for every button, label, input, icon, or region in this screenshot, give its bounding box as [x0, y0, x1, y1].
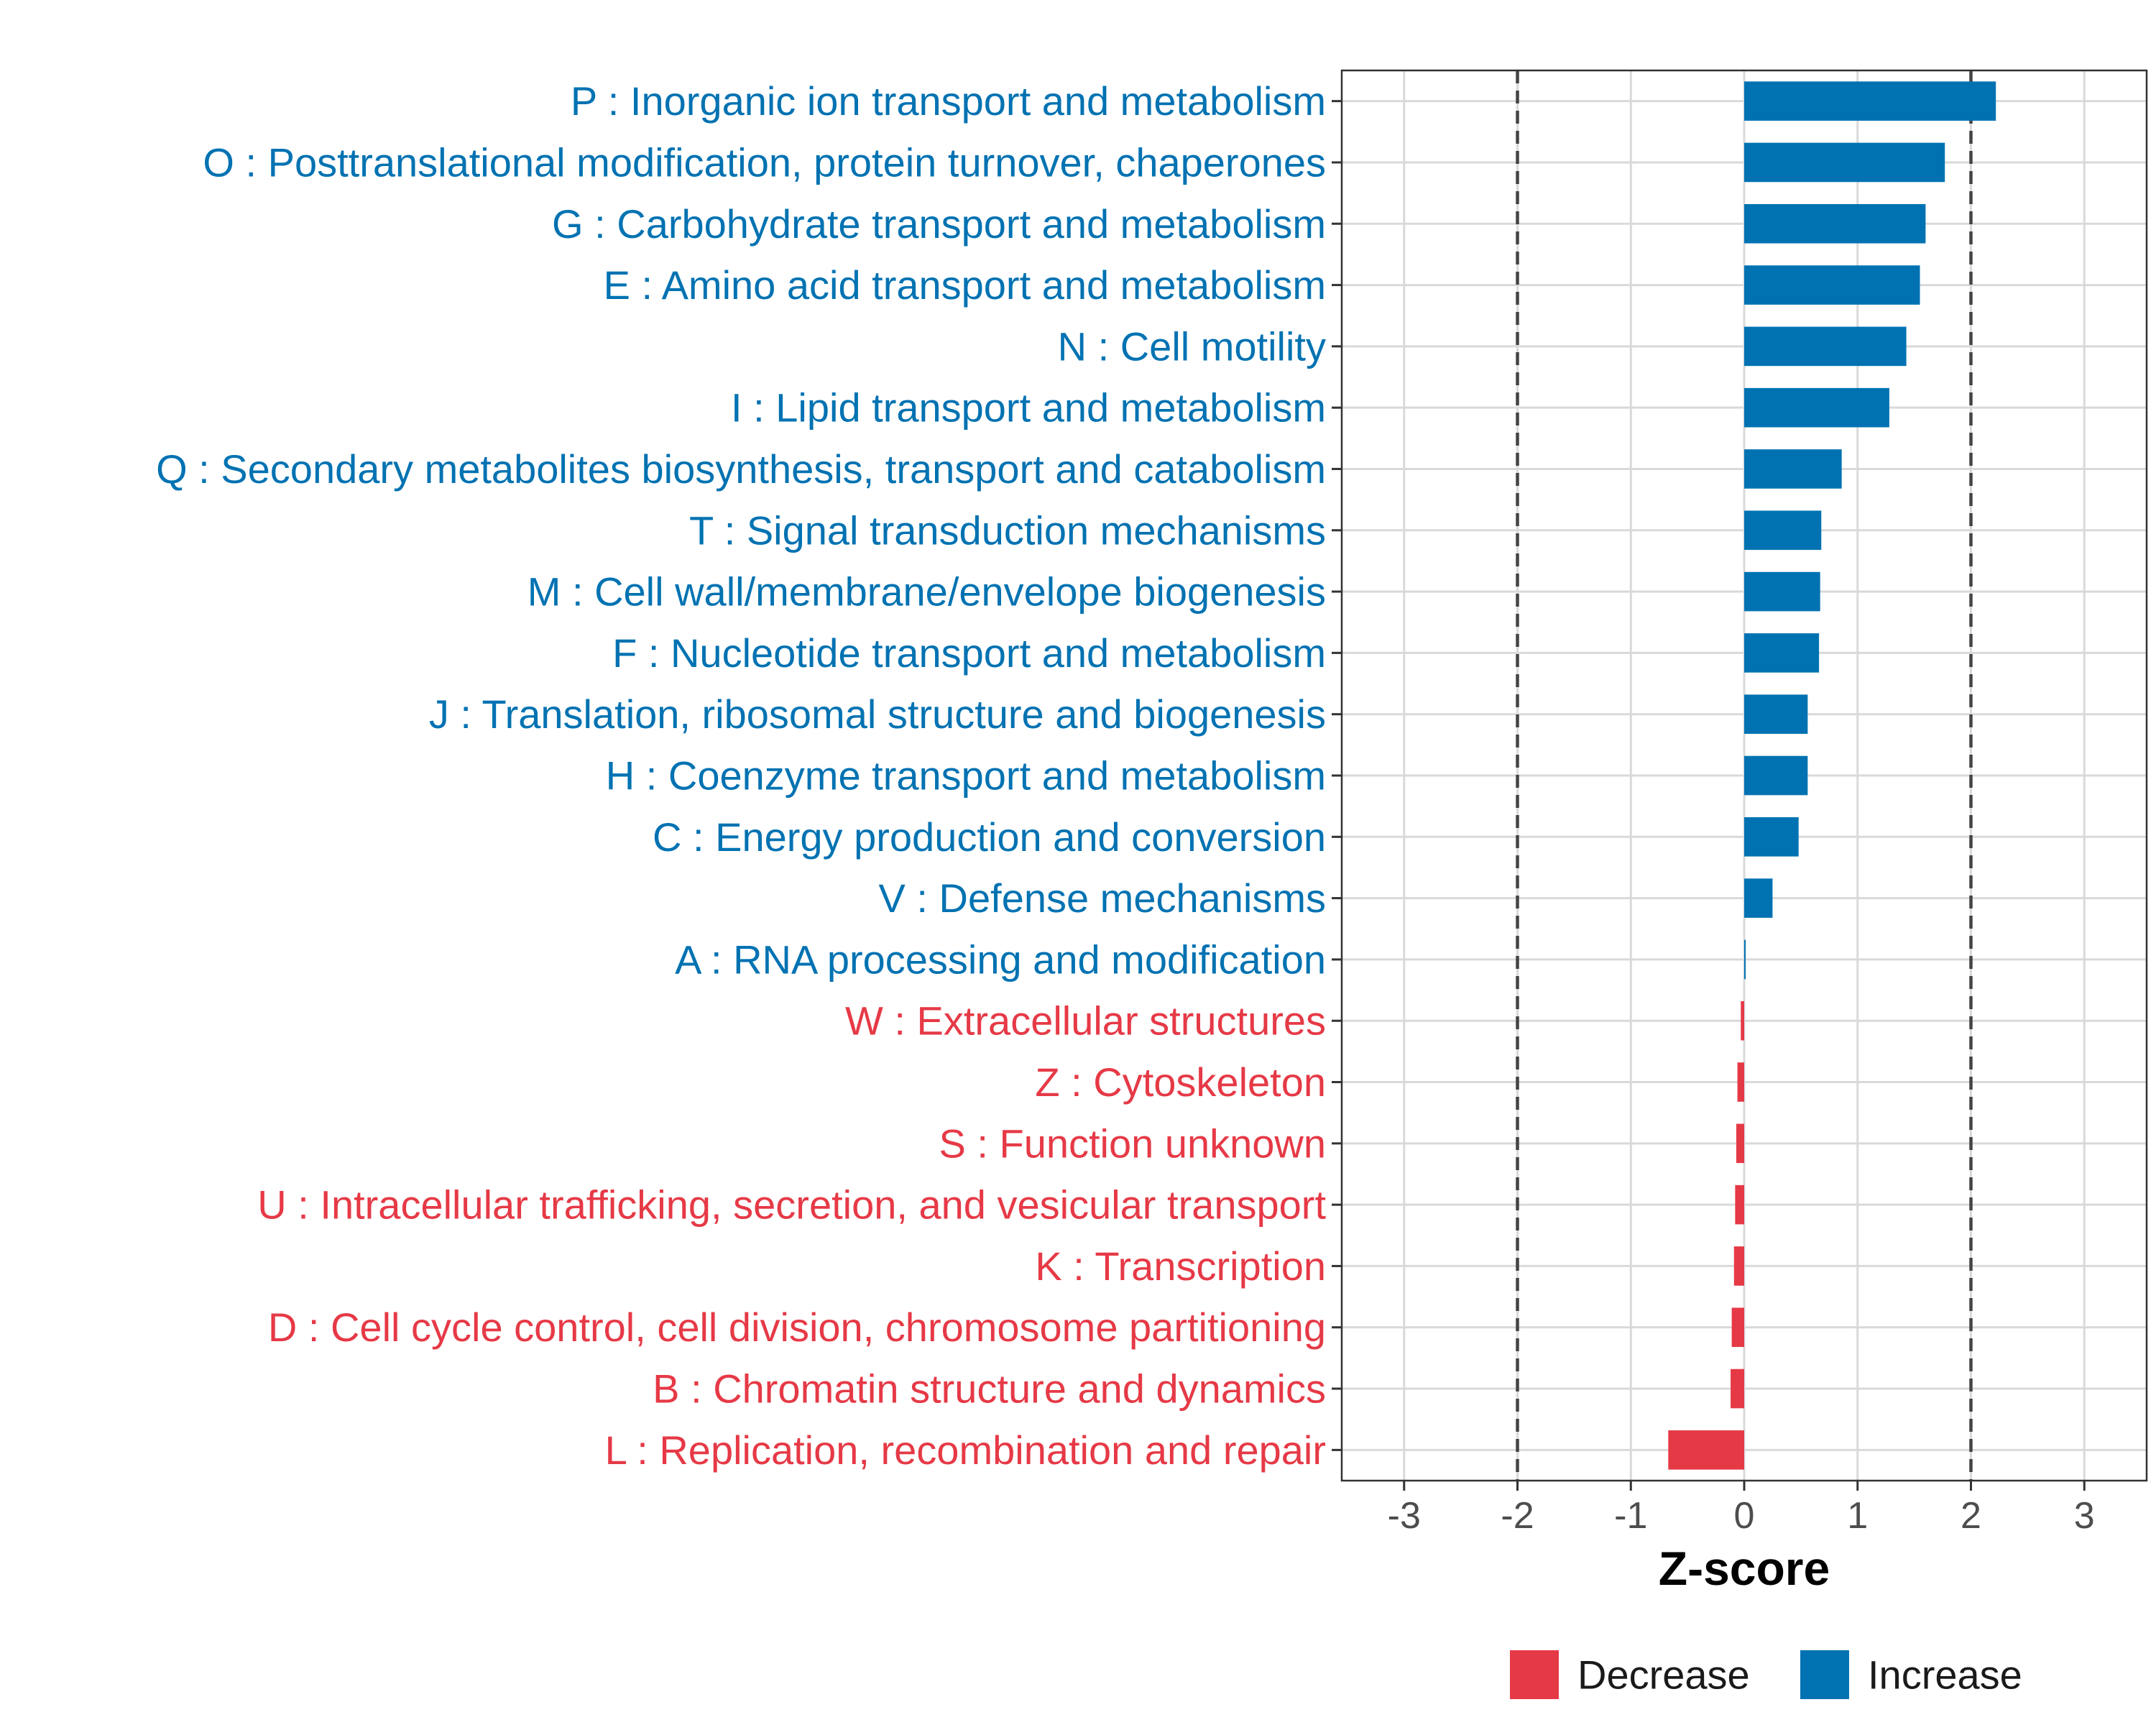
bar [1744, 939, 1746, 980]
x-tick-label: -3 [1388, 1495, 1421, 1537]
category-label: A : RNA processing and modification [675, 937, 1326, 982]
reference-lines [1516, 70, 1973, 1481]
legend-key [1510, 1650, 1559, 1699]
bar [1736, 1123, 1744, 1164]
bar [1668, 1430, 1744, 1470]
category-label: C : Energy production and conversion [653, 814, 1326, 860]
bar [1744, 571, 1820, 612]
bar [1744, 633, 1820, 673]
bar [1744, 387, 1889, 428]
category-label: W : Extracellular structures [845, 998, 1326, 1044]
category-label: Q : Secondary metabolites biosynthesis, … [156, 446, 1326, 492]
legend-label: Increase [1868, 1652, 2022, 1698]
bar [1744, 694, 1808, 734]
bar [1744, 510, 1822, 551]
legend: Decrease Increase [1510, 1650, 2022, 1699]
bar [1744, 265, 1920, 305]
category-label: S : Function unknown [939, 1121, 1326, 1166]
legend-key [1800, 1650, 1849, 1699]
bar [1731, 1307, 1744, 1348]
bars [1668, 81, 1996, 1470]
category-label: J : Translation, ribosomal structure and… [429, 691, 1326, 737]
bar [1744, 142, 1945, 183]
x-tick-label: 1 [1847, 1495, 1868, 1537]
category-label: U : Intracellular trafficking, secretion… [257, 1182, 1326, 1228]
x-tick-label: 2 [1961, 1495, 1981, 1537]
bar [1741, 1000, 1744, 1041]
bar [1735, 1184, 1744, 1225]
category-label: Z : Cytoskeleton [1035, 1059, 1326, 1105]
category-label: V : Defense mechanisms [879, 875, 1326, 921]
x-tick-label: -2 [1501, 1495, 1534, 1537]
category-label: I : Lipid transport and metabolism [731, 385, 1326, 431]
bar [1744, 203, 1926, 244]
category-label: D : Cell cycle control, cell division, c… [268, 1305, 1326, 1350]
category-labels: P : Inorganic ion transport and metaboli… [156, 78, 1326, 1473]
category-label: N : Cell motility [1058, 323, 1326, 369]
bar [1744, 878, 1773, 918]
bar [1744, 81, 1996, 121]
category-label: G : Carbohydrate transport and metabolis… [552, 201, 1326, 247]
category-label: L : Replication, recombination and repai… [605, 1427, 1326, 1473]
category-label: K : Transcription [1035, 1243, 1326, 1289]
bar [1744, 755, 1808, 796]
category-label: H : Coenzyme transport and metabolism [606, 753, 1326, 799]
category-label: P : Inorganic ion transport and metaboli… [571, 78, 1326, 124]
category-label: B : Chromatin structure and dynamics [653, 1366, 1326, 1412]
bar [1731, 1368, 1744, 1409]
x-ticks: -3 -2 -1 0 1 2 3 [1388, 1481, 2095, 1537]
category-label: O : Posttranslational modification, prot… [203, 139, 1326, 185]
y-ticks [1332, 100, 1342, 1451]
bar [1744, 449, 1842, 489]
bar [1744, 326, 1907, 367]
category-label: M : Cell wall/membrane/envelope biogenes… [528, 569, 1326, 615]
category-label: F : Nucleotide transport and metabolism [612, 630, 1326, 676]
bar [1733, 1246, 1744, 1286]
x-axis-title: Z-score [1659, 1542, 1830, 1595]
x-tick-label: 0 [1734, 1495, 1755, 1537]
x-tick-label: 3 [2074, 1495, 2095, 1537]
legend-label: Decrease [1577, 1652, 1750, 1698]
x-tick-label: -1 [1614, 1495, 1647, 1537]
category-label: T : Signal transduction mechanisms [689, 507, 1326, 553]
bar [1737, 1062, 1744, 1102]
category-label: E : Amino acid transport and metabolism [604, 262, 1326, 308]
bar [1744, 817, 1799, 857]
